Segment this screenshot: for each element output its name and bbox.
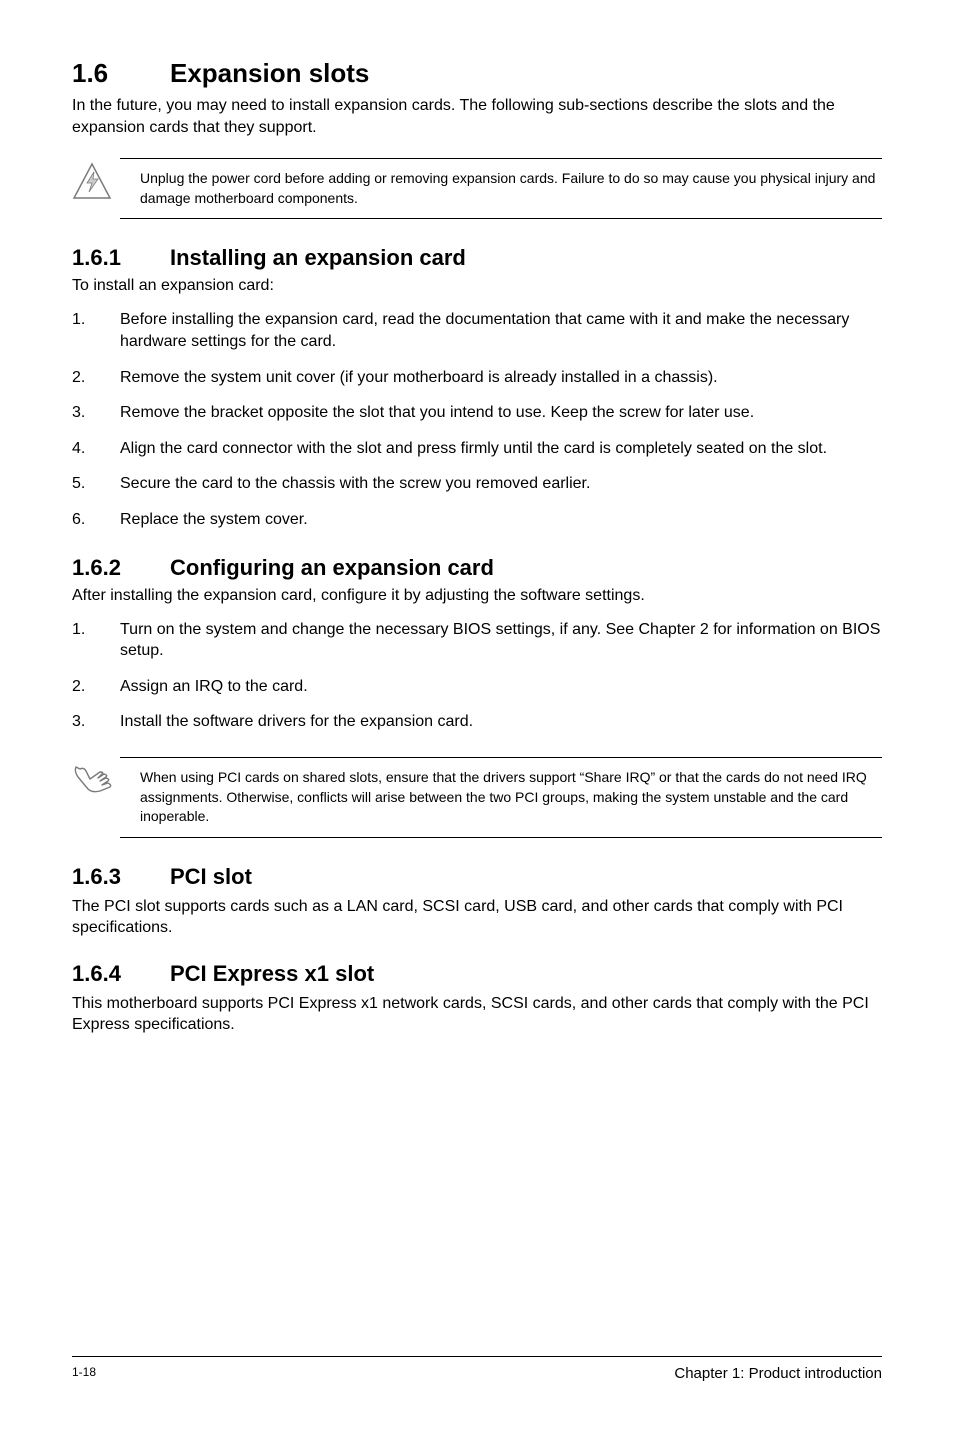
step-text: Align the card connector with the slot a… <box>120 438 882 460</box>
heading-title: Configuring an expansion card <box>170 555 494 580</box>
page-footer: 1-18 Chapter 1: Product introduction <box>72 1356 882 1382</box>
lightning-warning-icon <box>72 158 120 207</box>
step-number: 1. <box>72 309 120 352</box>
note-callout: When using PCI cards on shared slots, en… <box>72 757 882 838</box>
heading-number: 1.6.2 <box>72 555 170 581</box>
heading-1-6-3: 1.6.3PCI slot <box>72 864 882 890</box>
step-number: 2. <box>72 367 120 389</box>
subsection-intro: To install an expansion card: <box>72 277 882 295</box>
list-item: 4.Align the card connector with the slot… <box>72 438 882 460</box>
install-steps: 1.Before installing the expansion card, … <box>72 309 882 530</box>
heading-number: 1.6.1 <box>72 245 170 271</box>
subsection-intro: After installing the expansion card, con… <box>72 587 882 605</box>
step-number: 3. <box>72 711 120 733</box>
configure-steps: 1.Turn on the system and change the nece… <box>72 619 882 733</box>
list-item: 5.Secure the card to the chassis with th… <box>72 473 882 495</box>
section-body: The PCI slot supports cards such as a LA… <box>72 896 882 939</box>
note-hand-icon <box>72 757 120 802</box>
step-text: Remove the system unit cover (if your mo… <box>120 367 882 389</box>
chapter-label: Chapter 1: Product introduction <box>674 1365 882 1382</box>
heading-number: 1.6 <box>72 58 170 89</box>
section-body: This motherboard supports PCI Express x1… <box>72 993 882 1036</box>
step-number: 2. <box>72 676 120 698</box>
heading-1-6-1: 1.6.1Installing an expansion card <box>72 245 882 271</box>
step-number: 6. <box>72 509 120 531</box>
warning-callout: Unplug the power cord before adding or r… <box>72 158 882 219</box>
list-item: 1.Before installing the expansion card, … <box>72 309 882 352</box>
heading-title: PCI Express x1 slot <box>170 961 374 986</box>
step-text: Assign an IRQ to the card. <box>120 676 882 698</box>
list-item: 3.Remove the bracket opposite the slot t… <box>72 402 882 424</box>
heading-1-6: 1.6Expansion slots <box>72 58 882 89</box>
note-text: When using PCI cards on shared slots, en… <box>120 757 882 838</box>
heading-1-6-4: 1.6.4PCI Express x1 slot <box>72 961 882 987</box>
heading-title: PCI slot <box>170 864 252 889</box>
list-item: 1.Turn on the system and change the nece… <box>72 619 882 662</box>
step-text: Replace the system cover. <box>120 509 882 531</box>
heading-number: 1.6.3 <box>72 864 170 890</box>
list-item: 2.Remove the system unit cover (if your … <box>72 367 882 389</box>
step-text: Before installing the expansion card, re… <box>120 309 882 352</box>
page-number: 1-18 <box>72 1365 96 1382</box>
heading-title: Expansion slots <box>170 58 369 88</box>
list-item: 6.Replace the system cover. <box>72 509 882 531</box>
warning-text: Unplug the power cord before adding or r… <box>120 158 882 219</box>
step-number: 4. <box>72 438 120 460</box>
step-text: Turn on the system and change the necess… <box>120 619 882 662</box>
heading-number: 1.6.4 <box>72 961 170 987</box>
heading-1-6-2: 1.6.2Configuring an expansion card <box>72 555 882 581</box>
list-item: 3.Install the software drivers for the e… <box>72 711 882 733</box>
step-text: Remove the bracket opposite the slot tha… <box>120 402 882 424</box>
step-text: Install the software drivers for the exp… <box>120 711 882 733</box>
step-number: 3. <box>72 402 120 424</box>
heading-title: Installing an expansion card <box>170 245 466 270</box>
step-number: 5. <box>72 473 120 495</box>
step-text: Secure the card to the chassis with the … <box>120 473 882 495</box>
list-item: 2.Assign an IRQ to the card. <box>72 676 882 698</box>
section-intro: In the future, you may need to install e… <box>72 95 882 138</box>
step-number: 1. <box>72 619 120 662</box>
